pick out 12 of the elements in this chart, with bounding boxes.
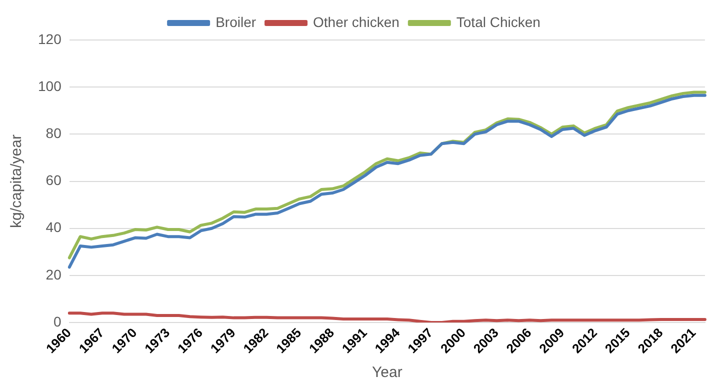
y-tick-label: 100 bbox=[38, 78, 62, 94]
y-tick-label: 60 bbox=[46, 172, 62, 188]
y-tick-label: 120 bbox=[38, 30, 62, 47]
y-tick-label: 20 bbox=[46, 266, 62, 282]
y-axis-title: kg/capita/year bbox=[8, 134, 26, 228]
legend-label: Other chicken bbox=[313, 14, 400, 30]
x-axis-title: Year bbox=[372, 364, 402, 382]
y-tick-label: 40 bbox=[46, 219, 62, 236]
legend-label: Broiler bbox=[216, 14, 256, 30]
y-tick-label: 0 bbox=[54, 313, 62, 330]
legend-label: Total Chicken bbox=[456, 14, 540, 30]
y-tick-label: 80 bbox=[46, 125, 62, 142]
